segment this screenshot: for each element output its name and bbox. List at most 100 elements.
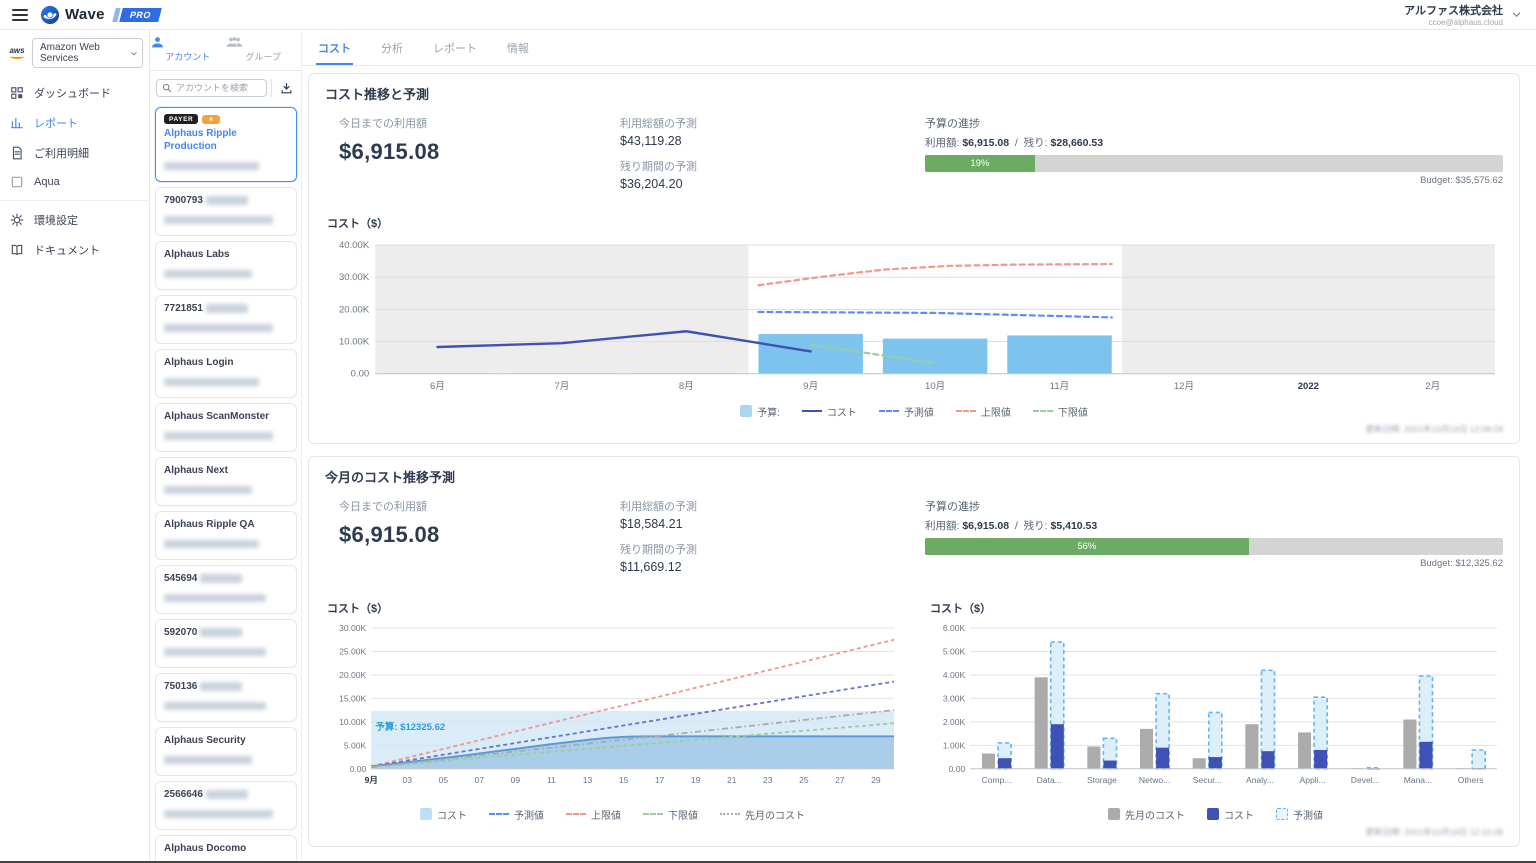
sidebar-item-dashboard[interactable]: ダッシュボード xyxy=(0,78,149,108)
main-tab-レポート[interactable]: レポート xyxy=(433,43,477,55)
updated-timestamp: 更新日時: 2021年10月16日 12:10:28 xyxy=(1365,826,1504,837)
svg-text:11月: 11月 xyxy=(1050,381,1069,392)
sidebar-item-label: ダッシュボード xyxy=(34,88,111,100)
account-list: PAYER ★ Alphaus Ripple Production 7900793 Al… xyxy=(150,105,301,863)
svg-text:Storage: Storage xyxy=(1087,775,1117,785)
tab-label: アカウント xyxy=(165,52,211,62)
sidebar-item-invoice[interactable]: ご利用明細 xyxy=(0,138,149,168)
tab-accounts[interactable]: アカウント xyxy=(150,30,226,70)
svg-text:4.00K: 4.00K xyxy=(943,670,966,680)
account-name: 750136 xyxy=(164,680,288,693)
account-name: Alphaus Next xyxy=(164,465,228,476)
tab-groups[interactable]: グループ xyxy=(226,30,302,70)
stat-label: 残り期間の予測 xyxy=(620,543,697,556)
main-tab-情報[interactable]: 情報 xyxy=(507,43,529,55)
account-search-input[interactable] xyxy=(176,83,256,93)
legend-item: 上限値 xyxy=(566,807,621,822)
account-card[interactable]: Alphaus Ripple QA xyxy=(155,511,297,560)
download-icon xyxy=(281,83,292,94)
cost-trend-chart: 0.00 10.00K 20.00K 30.00K 40.00K 6月 7月 8月 9月 10月 1… xyxy=(325,235,1503,398)
user-menu[interactable]: アルファス株式会社 ccoe@alphaus.cloud xyxy=(1404,2,1526,27)
sidebar-item-report[interactable]: レポート xyxy=(0,108,149,138)
svg-text:9月: 9月 xyxy=(365,775,378,785)
category-cost-chart: 0.00 1.00K 2.00K 3.00K 4.00K 5.00K 6.00K Comp..… xyxy=(928,620,1503,801)
sidebar-item-label: ご利用明細 xyxy=(34,148,89,160)
cost-trend-forecast-card: コスト推移と予測 今日までの利用額 $6,915.08 利用総額の予測 $43,… xyxy=(308,73,1520,444)
legend-label: 上限値 xyxy=(591,810,621,822)
accounts-panel-tabs: アカウント グループ xyxy=(150,30,301,71)
usage-to-date-value: $6,915.08 xyxy=(339,521,440,547)
account-card[interactable]: 750136 xyxy=(155,673,297,722)
legend-item: コスト xyxy=(1207,807,1254,822)
svg-text:Devel...: Devel... xyxy=(1351,775,1380,785)
account-card[interactable]: Alphaus ScanMonster xyxy=(155,403,297,452)
account-card[interactable]: Alphaus Login xyxy=(155,349,297,398)
remaining-forecast-value: $11,669.12 xyxy=(620,559,682,574)
vendor-select[interactable]: Amazon Web Services xyxy=(32,38,143,68)
account-name: Alphaus Labs xyxy=(164,249,230,260)
account-card[interactable]: 7900793 xyxy=(155,187,297,236)
legend-item: 予測値 xyxy=(1276,807,1323,822)
main-tab-コスト[interactable]: コスト xyxy=(316,38,353,65)
legend-item: 予測値 xyxy=(878,404,934,419)
account-card[interactable]: Alphaus Labs xyxy=(155,241,297,290)
sidebar-item-settings[interactable]: 環境設定 xyxy=(0,205,149,235)
svg-text:Mana...: Mana... xyxy=(1404,775,1432,785)
sidebar-item-aqua[interactable]: Aqua xyxy=(0,168,149,196)
account-id-masked xyxy=(164,535,288,553)
stat-label: 今日までの利用額 xyxy=(339,118,427,130)
svg-text:Comp...: Comp... xyxy=(982,775,1012,785)
account-card[interactable]: Alphaus Docomo xyxy=(155,835,297,863)
legend-label: 下限値 xyxy=(1057,407,1088,419)
sidebar-item-label: Aqua xyxy=(34,176,60,188)
sidebar-item-label: 環境設定 xyxy=(34,215,78,227)
aws-icon: aws xyxy=(6,46,28,59)
usage-to-date-value: $6,915.08 xyxy=(339,139,440,164)
account-name: 545694 xyxy=(164,572,288,585)
account-card[interactable]: 7721851 xyxy=(155,295,297,344)
budget-progress-bar: 19% xyxy=(925,155,1503,172)
legend-item: 先月のコスト xyxy=(720,807,805,822)
legend-label: 上限値 xyxy=(980,407,1011,419)
total-forecast-value: $43,119.28 xyxy=(620,134,682,148)
account-card[interactable]: 545694 xyxy=(155,565,297,614)
legend-label: 先月のコスト xyxy=(745,810,805,822)
chevron-down-icon xyxy=(131,51,137,55)
svg-text:Netwo...: Netwo... xyxy=(1139,775,1170,785)
svg-text:30.00K: 30.00K xyxy=(339,623,366,633)
account-card[interactable]: 592070 xyxy=(155,619,297,668)
svg-text:20.00K: 20.00K xyxy=(339,304,370,315)
account-card[interactable]: Alphaus Security xyxy=(155,727,297,776)
svg-text:6月: 6月 xyxy=(430,381,445,392)
download-button[interactable] xyxy=(271,79,297,97)
account-search xyxy=(156,79,267,97)
account-name: 2566646 xyxy=(164,788,288,801)
sidebar: aws Amazon Web Services ダッシュボードレポートご利用明細… xyxy=(0,30,150,863)
group-icon xyxy=(226,37,242,47)
account-name: Alphaus ScanMonster xyxy=(164,411,270,422)
legend-item: 先月のコスト xyxy=(1108,807,1185,822)
main-content: コスト 分析 レポート 情報 コスト推移と予測 今日までの利用額 $6,915.08 … xyxy=(302,30,1536,863)
chart-legend: コスト 予測値 上限値 下限値 先月のコスト xyxy=(325,807,900,822)
stat-label: 利用総額の予測 xyxy=(620,118,697,130)
account-card[interactable]: Alphaus Next xyxy=(155,457,297,506)
hamburger-menu-icon[interactable] xyxy=(12,8,28,21)
main-tab-分析[interactable]: 分析 xyxy=(381,43,403,55)
svg-text:20.00K: 20.00K xyxy=(339,670,366,680)
account-card[interactable]: 2566646 xyxy=(155,781,297,830)
svg-text:15.00K: 15.00K xyxy=(339,693,366,703)
document-icon xyxy=(11,244,23,256)
sidebar-item-document[interactable]: ドキュメント xyxy=(0,235,149,265)
user-email: ccoe@alphaus.cloud xyxy=(1428,18,1503,27)
account-id-masked xyxy=(164,211,288,229)
legend-label: 予測値 xyxy=(1293,810,1323,822)
person-icon xyxy=(152,37,163,48)
account-card[interactable]: PAYER ★ Alphaus Ripple Production xyxy=(155,107,297,182)
legend-label: 下限値 xyxy=(668,810,698,822)
legend-item: コスト xyxy=(801,404,857,419)
svg-text:6.00K: 6.00K xyxy=(943,623,966,633)
legend-label: コスト xyxy=(1224,810,1254,822)
svg-text:Analy...: Analy... xyxy=(1246,775,1274,785)
svg-text:9月: 9月 xyxy=(803,381,818,392)
